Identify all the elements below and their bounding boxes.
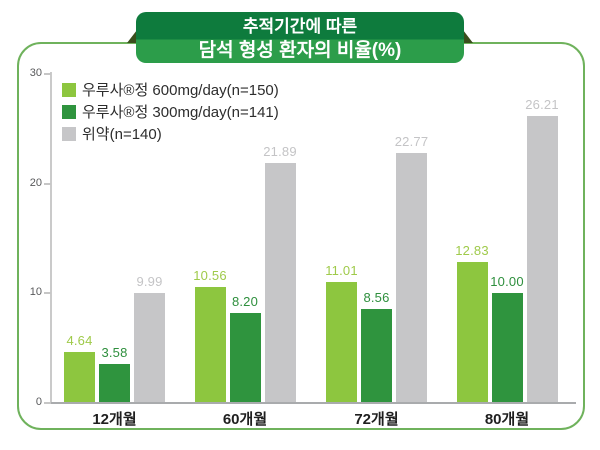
legend-row: 우루사®정 300mg/day(n=141) (62, 101, 279, 122)
bar-value-label: 10.00 (490, 274, 524, 290)
bar-column: 21.89 (263, 143, 297, 403)
bar-group-80개월: 12.83 10.00 26.21 (455, 58, 559, 403)
bar (134, 293, 165, 403)
bar-column: 22.77 (394, 134, 429, 403)
bar-column: 8.56 (361, 290, 392, 403)
bar-column: 10.00 (490, 274, 524, 403)
bar-column: 10.56 (193, 268, 227, 403)
y-tick (44, 182, 51, 185)
y-tick-label: 0 (35, 396, 42, 408)
bar-column: 8.20 (229, 294, 261, 403)
x-axis-label: 60개월 (222, 411, 268, 428)
x-axis-label: 80개월 (484, 411, 530, 428)
chart-title-line2: 담석 형성 환자의 비율(%) (198, 40, 402, 61)
bar (396, 153, 427, 403)
bar-value-label: 12.83 (455, 243, 489, 259)
bar-value-label: 21.89 (263, 143, 297, 159)
bar-column: 11.01 (325, 263, 358, 403)
y-tick-label: 30 (29, 67, 42, 79)
y-axis-line (50, 72, 52, 403)
bar (64, 352, 95, 403)
bar (456, 262, 488, 403)
bar (229, 313, 261, 403)
bar-column: 12.83 (455, 243, 489, 403)
y-tick (44, 73, 51, 75)
legend-label: 우루사®정 300mg/day(n=141) (82, 104, 279, 121)
bar-value-label: 22.77 (394, 134, 429, 150)
bar-value-label: 10.56 (193, 268, 227, 284)
y-tick-label: 20 (29, 176, 42, 189)
bar-value-label: 4.64 (66, 333, 93, 349)
legend-row: 위약(n=140) (62, 123, 279, 144)
bar-group-72개월: 11.01 8.56 22.77 (325, 58, 429, 403)
bar-value-label: 9.99 (136, 274, 163, 290)
bar-value-label: 3.58 (101, 344, 128, 360)
legend-swatch-icon (62, 104, 76, 119)
legend-label: 우루사®정 600mg/day(n=150) (82, 82, 279, 99)
legend-swatch-icon (62, 82, 76, 97)
y-tick-label: 10 (29, 286, 42, 299)
legend: 우루사®정 600mg/day(n=150) 우루사®정 300mg/day(n=… (62, 79, 279, 145)
bar (99, 363, 130, 403)
legend-label: 위약(n=140) (82, 126, 162, 143)
bar (491, 293, 523, 403)
bar-column: 26.21 (525, 96, 559, 403)
bar (326, 282, 357, 403)
y-tick (44, 292, 51, 295)
bar-group-60개월: 10.56 8.20 21.89 (193, 58, 297, 403)
bar-group-12개월: 4.64 3.58 9.99 (64, 58, 165, 403)
bar-value-label: 8.20 (231, 294, 259, 310)
x-axis-baseline (44, 402, 576, 404)
x-axis-label: 12개월 (92, 411, 137, 428)
ribbon-body: 추적기간에 따른 담석 형성 환자의 비율(%) (136, 12, 464, 63)
legend-row: 우루사®정 600mg/day(n=150) (62, 79, 279, 100)
title-ribbon: 추적기간에 따른 담석 형성 환자의 비율(%) (0, 0, 600, 70)
bar (361, 309, 392, 403)
bar-column: 3.58 (99, 345, 130, 403)
bar (526, 115, 558, 403)
bar-column: 4.64 (64, 333, 95, 403)
bar (264, 162, 296, 403)
x-axis-label: 72개월 (354, 411, 399, 428)
y-tick (44, 402, 51, 404)
bar-column: 9.99 (134, 274, 165, 403)
bar-value-label: 8.56 (363, 290, 390, 306)
bar-value-label: 11.01 (325, 263, 358, 279)
bar (194, 287, 226, 403)
legend-swatch-icon (62, 126, 76, 141)
chart-title-line1: 추적기간에 따른 (242, 17, 358, 36)
bar-value-label: 26.21 (525, 96, 559, 112)
